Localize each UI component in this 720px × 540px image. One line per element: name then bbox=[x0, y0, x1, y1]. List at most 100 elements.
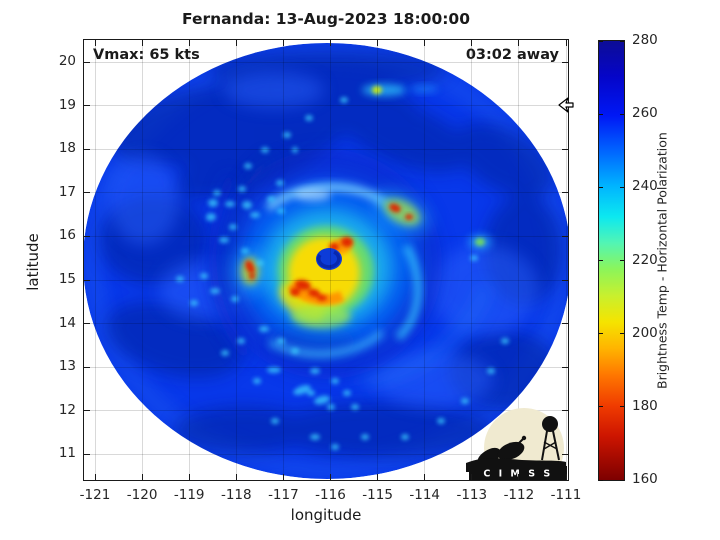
deep-convection-spots bbox=[290, 237, 353, 301]
time-offset-annotation: 03:02 away bbox=[465, 47, 559, 63]
x-tick-mark bbox=[424, 474, 426, 480]
y-tick-mark bbox=[84, 192, 90, 194]
y-tick-label: 17 bbox=[58, 183, 76, 200]
x-tick-label: -117 bbox=[268, 487, 299, 503]
y-tick-mark bbox=[84, 279, 90, 281]
y-tick-mark bbox=[84, 410, 90, 412]
brightness-temp-image bbox=[84, 43, 568, 479]
x-tick-label: -114 bbox=[409, 487, 440, 503]
y-tick-mark bbox=[84, 61, 90, 63]
x-tick-label: -116 bbox=[315, 487, 346, 503]
x-tick-mark bbox=[235, 474, 237, 480]
x-tick-mark bbox=[330, 40, 331, 46]
colorbar-tick-label: 220 bbox=[632, 251, 658, 268]
y-tick-mark bbox=[562, 279, 568, 281]
x-tick-mark bbox=[377, 474, 379, 480]
rainband-cells bbox=[234, 84, 492, 293]
x-tick-mark bbox=[471, 40, 473, 46]
y-tick-label: 15 bbox=[58, 271, 76, 287]
y-tick-label: 11 bbox=[58, 445, 76, 462]
x-tick-mark bbox=[330, 474, 331, 480]
y-tick-label: 19 bbox=[58, 96, 76, 113]
x-tick-label: -113 bbox=[456, 487, 488, 503]
cursor-icon bbox=[558, 97, 574, 113]
plot-area[interactable]: Vmax: 65 kts 03:02 away C I M S S bbox=[83, 39, 569, 481]
colorbar-tick-mark bbox=[620, 113, 624, 115]
y-tick-mark bbox=[562, 235, 568, 237]
x-tick-mark bbox=[424, 40, 426, 46]
x-axis-label: longitude bbox=[290, 506, 362, 524]
y-tick-mark bbox=[84, 323, 90, 325]
x-tick-mark bbox=[141, 474, 143, 480]
x-tick-mark bbox=[94, 40, 96, 46]
y-tick-mark bbox=[84, 453, 90, 455]
colorbar-tick-mark bbox=[620, 479, 624, 481]
storm-core bbox=[239, 182, 422, 359]
colorbar-tick-mark bbox=[599, 406, 603, 408]
colorbar-tick-mark bbox=[620, 333, 624, 335]
y-tick-label: 14 bbox=[58, 314, 76, 331]
x-tick-label: -119 bbox=[173, 487, 205, 503]
y-tick-mark bbox=[562, 192, 568, 194]
x-tick-mark bbox=[94, 474, 96, 480]
x-tick-mark bbox=[141, 40, 143, 46]
x-tick-label: -120 bbox=[126, 487, 158, 503]
x-tick-mark bbox=[518, 40, 520, 46]
colorbar-tick-mark bbox=[599, 186, 603, 188]
colorbar-tick-mark bbox=[599, 113, 603, 115]
logo-silhouette bbox=[466, 416, 567, 480]
y-tick-mark bbox=[84, 235, 90, 237]
colorbar-tick-label: 160 bbox=[632, 471, 658, 487]
x-tick-mark bbox=[188, 474, 190, 480]
chart-title: Fernanda: 13-Aug-2023 18:00:00 bbox=[182, 10, 470, 28]
x-tick-mark bbox=[471, 474, 473, 480]
y-axis-label: latitude bbox=[24, 233, 42, 291]
x-tick-mark bbox=[188, 40, 190, 46]
colorbar-tick-mark bbox=[599, 333, 603, 335]
y-tick-mark bbox=[562, 453, 568, 455]
colorbar-tick-mark bbox=[620, 260, 624, 261]
y-tick-mark bbox=[84, 366, 90, 368]
y-tick-mark bbox=[84, 148, 90, 150]
y-tick-mark bbox=[562, 323, 568, 325]
y-tick-label: 18 bbox=[58, 140, 76, 157]
x-tick-mark bbox=[282, 474, 284, 480]
colorbar-tick-mark bbox=[599, 260, 603, 261]
colorbar-tick-label: 260 bbox=[632, 105, 658, 122]
colorbar-tick-mark bbox=[620, 186, 624, 188]
colorbar-tick-label: 200 bbox=[632, 324, 658, 341]
x-tick-mark bbox=[235, 40, 237, 46]
y-tick-label: 20 bbox=[58, 53, 76, 69]
x-tick-mark bbox=[565, 40, 567, 46]
colorbar-tick-mark bbox=[599, 479, 603, 481]
colorbar-tick-mark bbox=[620, 40, 624, 42]
colorbar-tick-label: 240 bbox=[632, 178, 658, 195]
x-tick-label: -118 bbox=[220, 487, 252, 503]
vmax-annotation: Vmax: 65 kts bbox=[93, 47, 200, 63]
colorbar-tick-mark bbox=[620, 406, 624, 408]
y-tick-label: 16 bbox=[58, 227, 76, 244]
speckle-cells bbox=[176, 97, 509, 450]
y-tick-label: 12 bbox=[58, 401, 76, 418]
y-tick-mark bbox=[562, 61, 568, 63]
colorbar-tick-mark bbox=[599, 40, 603, 42]
swath-group bbox=[84, 43, 568, 479]
y-tick-mark bbox=[84, 105, 90, 107]
y-tick-label: 13 bbox=[58, 358, 76, 375]
logo-text: C I M S S bbox=[483, 469, 552, 480]
cimss-logo: C I M S S bbox=[466, 408, 567, 480]
x-tick-mark bbox=[282, 40, 284, 46]
y-tick-mark bbox=[562, 366, 568, 368]
colorbar-tick-label: 280 bbox=[632, 32, 658, 48]
x-tick-label: -112 bbox=[503, 487, 535, 503]
x-tick-mark bbox=[565, 474, 567, 480]
y-tick-mark bbox=[562, 410, 568, 412]
x-tick-label: -111 bbox=[550, 487, 582, 503]
x-tick-label: -121 bbox=[79, 487, 111, 503]
colorbar-tick-label: 180 bbox=[632, 397, 658, 414]
x-tick-mark bbox=[518, 474, 520, 480]
x-tick-label: -115 bbox=[362, 487, 393, 503]
y-tick-mark bbox=[562, 148, 568, 150]
x-tick-mark bbox=[377, 40, 379, 46]
